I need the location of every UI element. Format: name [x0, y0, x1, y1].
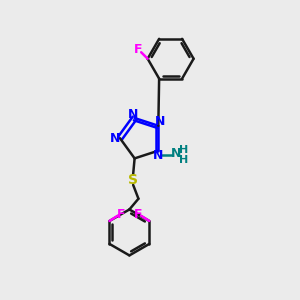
Text: S: S [128, 172, 138, 187]
Text: F: F [116, 208, 125, 221]
Text: N: N [110, 132, 120, 145]
Text: N: N [171, 147, 181, 160]
Text: F: F [134, 208, 142, 221]
Text: H: H [179, 155, 189, 165]
Text: N: N [153, 148, 164, 162]
Text: N: N [128, 108, 138, 121]
Text: H: H [179, 145, 189, 155]
Text: N: N [154, 116, 165, 128]
Text: F: F [134, 43, 142, 56]
